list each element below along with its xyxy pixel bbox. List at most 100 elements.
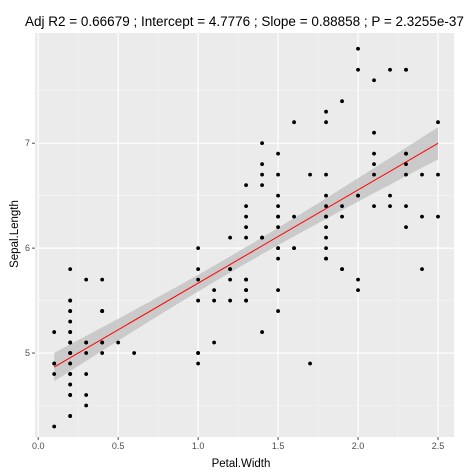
data-point bbox=[324, 172, 328, 177]
data-point bbox=[276, 256, 280, 261]
plot-panel bbox=[35, 33, 454, 437]
data-point bbox=[84, 403, 89, 408]
data-point bbox=[372, 204, 376, 209]
data-point bbox=[324, 109, 328, 114]
data-point bbox=[372, 172, 376, 177]
data-point bbox=[244, 225, 248, 230]
data-point bbox=[404, 225, 408, 230]
data-point bbox=[436, 120, 440, 125]
data-point bbox=[196, 361, 201, 366]
data-point bbox=[228, 235, 233, 240]
data-point bbox=[84, 277, 89, 282]
data-point bbox=[372, 78, 376, 83]
confidence-band bbox=[54, 127, 439, 382]
data-point bbox=[84, 393, 89, 397]
data-point bbox=[276, 193, 280, 198]
x-tick-label: 2.5 bbox=[432, 441, 445, 451]
data-point bbox=[404, 172, 408, 177]
data-point bbox=[84, 351, 89, 355]
data-point bbox=[260, 330, 264, 334]
data-point bbox=[436, 214, 440, 219]
data-point bbox=[212, 340, 217, 345]
data-point bbox=[356, 277, 360, 282]
data-point bbox=[260, 162, 264, 167]
data-point bbox=[340, 214, 344, 219]
y-tick-label: 6 bbox=[25, 243, 30, 253]
data-point bbox=[420, 172, 424, 177]
data-point bbox=[292, 246, 296, 251]
chart-title: Adj R2 = 0.66679 ; Intercept = 4.7776 ; … bbox=[25, 14, 464, 29]
data-point bbox=[196, 351, 201, 355]
data-point bbox=[244, 204, 248, 209]
data-point bbox=[196, 277, 201, 282]
data-point bbox=[388, 193, 392, 198]
data-point bbox=[68, 340, 73, 345]
data-point bbox=[116, 340, 121, 345]
data-point bbox=[260, 141, 264, 146]
data-point bbox=[68, 382, 73, 387]
regression-line bbox=[53, 142, 439, 368]
data-point bbox=[404, 151, 408, 156]
data-point bbox=[228, 298, 233, 303]
x-tick-label: 0.0 bbox=[32, 441, 45, 451]
data-point bbox=[276, 172, 280, 177]
x-axis-ticks: 0.0 0.5 1.0 1.5 2.0 2.5 bbox=[32, 437, 444, 451]
data-point bbox=[244, 214, 248, 219]
data-point bbox=[132, 351, 137, 355]
y-axis-title: Sepal.Length bbox=[9, 200, 21, 268]
data-point bbox=[68, 309, 73, 313]
data-point bbox=[276, 204, 280, 209]
data-point bbox=[372, 162, 376, 167]
data-point bbox=[420, 214, 424, 219]
y-tick-label: 5 bbox=[25, 348, 30, 358]
data-point bbox=[308, 172, 312, 177]
data-point bbox=[276, 246, 280, 251]
x-tick-label: 2.0 bbox=[352, 441, 365, 451]
data-point bbox=[52, 424, 57, 429]
data-point bbox=[404, 162, 408, 167]
data-point bbox=[100, 351, 105, 355]
data-point bbox=[324, 225, 328, 230]
x-tick-label: 0.5 bbox=[112, 441, 125, 451]
data-point bbox=[340, 267, 344, 272]
data-point bbox=[68, 393, 73, 397]
data-point bbox=[324, 214, 328, 219]
data-point bbox=[68, 361, 73, 366]
data-point bbox=[324, 235, 328, 240]
data-point bbox=[324, 120, 328, 125]
data-point bbox=[340, 99, 344, 104]
x-tick-label: 1.0 bbox=[192, 441, 205, 451]
data-point bbox=[68, 267, 73, 272]
data-point bbox=[276, 151, 280, 156]
data-point bbox=[52, 361, 57, 366]
data-point bbox=[228, 267, 233, 272]
data-point bbox=[100, 340, 105, 345]
y-tick-label: 7 bbox=[25, 138, 30, 148]
data-points bbox=[52, 46, 440, 429]
data-point bbox=[276, 288, 280, 292]
data-point bbox=[212, 288, 217, 292]
data-point bbox=[68, 351, 73, 355]
data-point bbox=[260, 183, 264, 188]
data-point bbox=[324, 193, 328, 198]
data-point bbox=[324, 256, 328, 261]
data-point bbox=[68, 298, 73, 303]
data-point bbox=[84, 372, 89, 376]
data-point bbox=[68, 414, 73, 418]
data-point bbox=[260, 172, 264, 177]
data-point bbox=[244, 277, 248, 282]
data-point bbox=[292, 214, 296, 219]
data-point bbox=[100, 277, 105, 282]
data-point bbox=[196, 267, 201, 272]
data-point bbox=[244, 183, 248, 188]
data-point bbox=[404, 67, 408, 72]
data-point bbox=[340, 204, 344, 209]
data-point bbox=[52, 372, 57, 376]
data-point bbox=[356, 46, 360, 51]
data-point bbox=[324, 246, 328, 251]
data-point bbox=[404, 204, 408, 209]
data-point bbox=[356, 193, 360, 198]
data-point bbox=[244, 298, 248, 303]
data-point bbox=[356, 67, 360, 72]
